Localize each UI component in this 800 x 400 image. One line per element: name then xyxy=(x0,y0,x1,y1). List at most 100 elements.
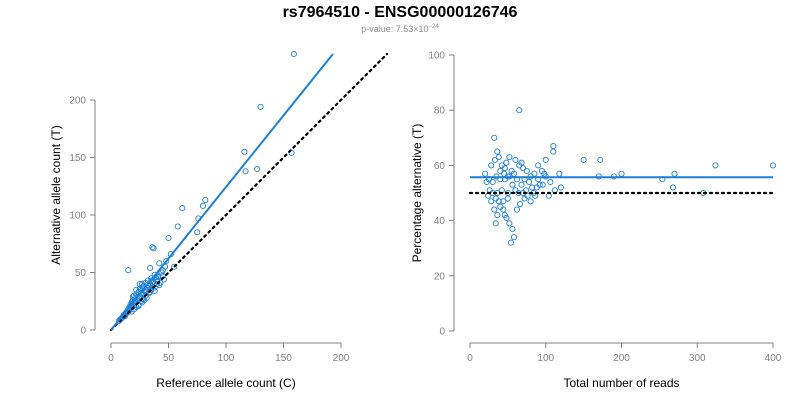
data-point xyxy=(151,287,158,294)
x-tick-label: 100 xyxy=(537,353,554,364)
data-point xyxy=(671,170,678,177)
data-point xyxy=(147,264,154,271)
data-point xyxy=(482,170,489,177)
left-panel: 0 50 100 150 200 0 50 100 150 200 Reference allele… xyxy=(49,50,389,390)
data-point xyxy=(513,206,521,213)
data-point xyxy=(618,170,625,177)
x-axis-label: Total number of reads xyxy=(563,376,679,390)
data-point xyxy=(179,205,186,212)
data-point xyxy=(129,293,136,300)
reference-line xyxy=(109,52,389,332)
y-tick-label: 20 xyxy=(434,271,446,282)
data-point xyxy=(495,154,502,161)
data-point xyxy=(199,202,207,209)
y-axis-label: Alternative allele count (T) xyxy=(49,125,63,264)
data-point xyxy=(500,206,507,213)
data-point xyxy=(597,156,604,163)
data-point xyxy=(491,206,498,213)
x-axis-label: Reference allele count (C) xyxy=(156,376,295,390)
data-point xyxy=(163,257,170,265)
chart-title: rs7964510 - ENSG00000126746 xyxy=(282,4,518,21)
data-point xyxy=(125,267,132,274)
x-tick-label: 400 xyxy=(765,353,782,364)
data-point xyxy=(492,220,499,227)
y-tick-label: 40 xyxy=(434,216,446,227)
data-point xyxy=(535,162,542,169)
data-point xyxy=(529,184,536,191)
data-point xyxy=(521,195,528,202)
x-tick-label: 300 xyxy=(689,353,706,364)
data-point xyxy=(136,280,143,288)
data-point xyxy=(494,148,501,155)
data-point xyxy=(171,263,178,270)
y-tick-label: 100 xyxy=(69,211,86,222)
data-point xyxy=(241,148,248,155)
data-point xyxy=(516,200,524,208)
data-point xyxy=(165,234,172,242)
pvalue-exponent: −24 xyxy=(428,24,439,30)
x-tick-label: 200 xyxy=(613,353,630,364)
y-axis-label: Percentage alternative (T) xyxy=(410,124,424,263)
data-point xyxy=(507,239,514,246)
data-point xyxy=(580,156,587,163)
data-point xyxy=(242,168,249,175)
data-point xyxy=(290,50,297,58)
data-point xyxy=(509,181,516,188)
y-tick-label: 80 xyxy=(434,106,446,117)
data-point xyxy=(518,181,525,188)
x-tick-label: 150 xyxy=(275,353,292,364)
right-panel: 0 100 200 300 400 0 20 40 60 80 100 Total number of… xyxy=(410,51,782,391)
x-tick-label: 200 xyxy=(333,353,350,364)
x-tick-label: 50 xyxy=(163,353,175,364)
data-point xyxy=(156,260,163,267)
data-point xyxy=(253,165,261,173)
y-tick-label: 60 xyxy=(434,161,446,172)
data-point xyxy=(669,184,677,191)
data-point xyxy=(494,212,501,219)
data-point xyxy=(712,162,719,169)
y-tick-label: 0 xyxy=(439,327,445,338)
pvalue-prefix: p-value: 7.53×10 xyxy=(361,24,429,34)
data-point xyxy=(133,286,140,293)
x-tick-label: 0 xyxy=(108,353,114,364)
data-point xyxy=(769,162,777,169)
data-point xyxy=(202,196,209,204)
data-point xyxy=(516,107,523,114)
data-point xyxy=(527,198,534,205)
data-point xyxy=(483,178,490,186)
data-point xyxy=(506,154,513,161)
data-point xyxy=(557,184,564,191)
data-point xyxy=(526,178,533,186)
data-point xyxy=(491,134,498,141)
data-point xyxy=(503,159,510,166)
fit-line xyxy=(110,53,334,331)
data-point xyxy=(510,234,517,241)
x-tick-label: 100 xyxy=(218,353,235,364)
data-point xyxy=(556,170,563,177)
data-point xyxy=(501,165,508,172)
data-point xyxy=(506,220,513,227)
data-point xyxy=(536,181,543,188)
data-point xyxy=(503,214,510,221)
y-tick-label: 200 xyxy=(69,96,86,107)
data-point xyxy=(150,245,157,252)
data-point xyxy=(504,195,511,202)
data-point xyxy=(509,225,516,232)
data-point xyxy=(518,159,525,166)
data-point xyxy=(500,198,507,205)
data-point xyxy=(194,229,201,236)
data-point xyxy=(257,103,264,110)
y-tick-label: 0 xyxy=(80,326,86,337)
data-point xyxy=(547,178,554,186)
data-point xyxy=(539,181,546,188)
data-point xyxy=(542,156,549,163)
data-point xyxy=(174,223,181,230)
y-tick-label: 50 xyxy=(75,268,87,279)
data-point xyxy=(488,198,495,205)
chart-subtitle: p-value: 7.53×10−24 xyxy=(0,24,800,34)
data-point xyxy=(495,198,502,205)
y-tick-label: 100 xyxy=(428,51,445,62)
data-point xyxy=(512,156,519,163)
